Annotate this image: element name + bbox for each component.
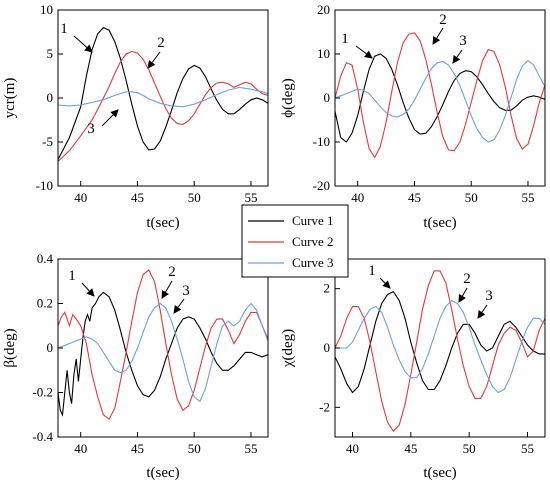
- series-line-3-1: [58, 291, 268, 417]
- annotation-label: 2: [168, 264, 176, 280]
- annotation-arrow: [432, 27, 444, 45]
- y-tick-label: -10: [36, 178, 53, 193]
- x-tick-label: 45: [131, 441, 144, 456]
- x-tick-label: 45: [404, 441, 417, 456]
- y-tick-label: -0.4: [32, 429, 53, 444]
- annotation-label: 2: [157, 35, 165, 51]
- x-tick-label: 50: [463, 441, 476, 456]
- series-line-2-1: [335, 53, 545, 143]
- y-tick-label: 0.4: [37, 251, 54, 266]
- y-tick-label: -2: [319, 399, 330, 414]
- legend-box: [241, 204, 349, 278]
- y-axis-label: ycr(m): [2, 78, 18, 119]
- annotation-label: 1: [60, 21, 68, 37]
- x-tick-label: 50: [188, 441, 201, 456]
- series-line-4-3: [335, 299, 545, 394]
- y-tick-label: -20: [313, 178, 330, 193]
- series-line-1-2: [58, 50, 268, 162]
- x-tick-label: 55: [521, 190, 534, 205]
- annotation-arrow: [101, 109, 119, 127]
- annotation-label: 1: [341, 31, 349, 47]
- annotation-label: 2: [463, 271, 471, 287]
- annotation-arrow: [161, 280, 173, 299]
- annotation-label: 1: [368, 263, 376, 279]
- annotation-arrow: [458, 287, 468, 303]
- y-axis-label: ϕ(deg): [280, 78, 296, 118]
- y-tick-label: -0.2: [32, 385, 53, 400]
- annotation-arrow: [379, 277, 391, 289]
- y-tick-label: 2: [324, 281, 331, 296]
- x-tick-label: 45: [408, 190, 421, 205]
- x-axis-label: t(sec): [146, 215, 179, 231]
- annotation-arrow: [355, 45, 373, 59]
- y-tick-label: -10: [313, 134, 330, 149]
- series-line-1-3: [58, 86, 268, 108]
- annotation-arrow: [81, 282, 95, 297]
- x-tick-label: 40: [74, 441, 87, 456]
- y-tick-label: -5: [42, 134, 53, 149]
- annotation-label: 1: [68, 268, 76, 284]
- legend-label: Curve 2: [292, 234, 334, 249]
- annotation-label: 2: [439, 12, 447, 28]
- annotation-label: 3: [182, 283, 190, 299]
- x-axis-label: t(sec): [146, 465, 179, 481]
- annotation-arrow: [452, 49, 463, 64]
- y-tick-label: 0: [324, 90, 331, 105]
- plot-frame-2: [334, 9, 546, 187]
- y-tick-label: 0: [47, 90, 54, 105]
- series-line-2-2: [335, 32, 545, 159]
- annotation-label: 3: [459, 33, 467, 49]
- annotation-label: 3: [87, 121, 95, 137]
- x-axis-label: t(sec): [423, 465, 456, 481]
- x-tick-label: 40: [74, 190, 87, 205]
- y-axis-label: β(deg): [2, 328, 18, 367]
- series-line-3-3: [58, 302, 268, 403]
- series-line-4-2: [335, 270, 545, 432]
- series-line-1-1: [58, 26, 268, 160]
- x-tick-label: 55: [521, 441, 534, 456]
- x-tick-label: 55: [244, 441, 257, 456]
- annotation-arrow: [147, 51, 161, 69]
- y-tick-label: 10: [40, 2, 53, 17]
- y-tick-label: 10: [317, 46, 330, 61]
- x-tick-label: 45: [131, 190, 144, 205]
- y-tick-label: 5: [47, 46, 54, 61]
- series-line-3-2: [58, 269, 268, 421]
- legend-label: Curve 3: [292, 255, 334, 270]
- series-line-4-1: [335, 290, 545, 394]
- x-tick-label: 40: [351, 190, 364, 205]
- x-tick-label: 50: [465, 190, 478, 205]
- x-tick-label: 50: [188, 190, 201, 205]
- series-line-2-3: [335, 59, 545, 143]
- y-tick-label: 0.2: [37, 296, 53, 311]
- plot-frame-3: [57, 258, 269, 438]
- annotation-arrow: [477, 304, 488, 319]
- plot-frame-4: [334, 258, 546, 438]
- annotation-label: 3: [485, 288, 493, 304]
- x-tick-label: 55: [244, 190, 257, 205]
- y-axis-label: χ(deg): [280, 329, 296, 368]
- x-axis-label: t(sec): [423, 215, 456, 231]
- annotation-arrow: [73, 35, 93, 53]
- y-tick-label: 0: [324, 340, 331, 355]
- y-tick-label: 0: [47, 340, 54, 355]
- y-tick-label: 20: [317, 2, 330, 17]
- x-tick-label: 40: [346, 441, 359, 456]
- annotation-arrow: [173, 298, 185, 314]
- legend-label: Curve 1: [292, 213, 334, 228]
